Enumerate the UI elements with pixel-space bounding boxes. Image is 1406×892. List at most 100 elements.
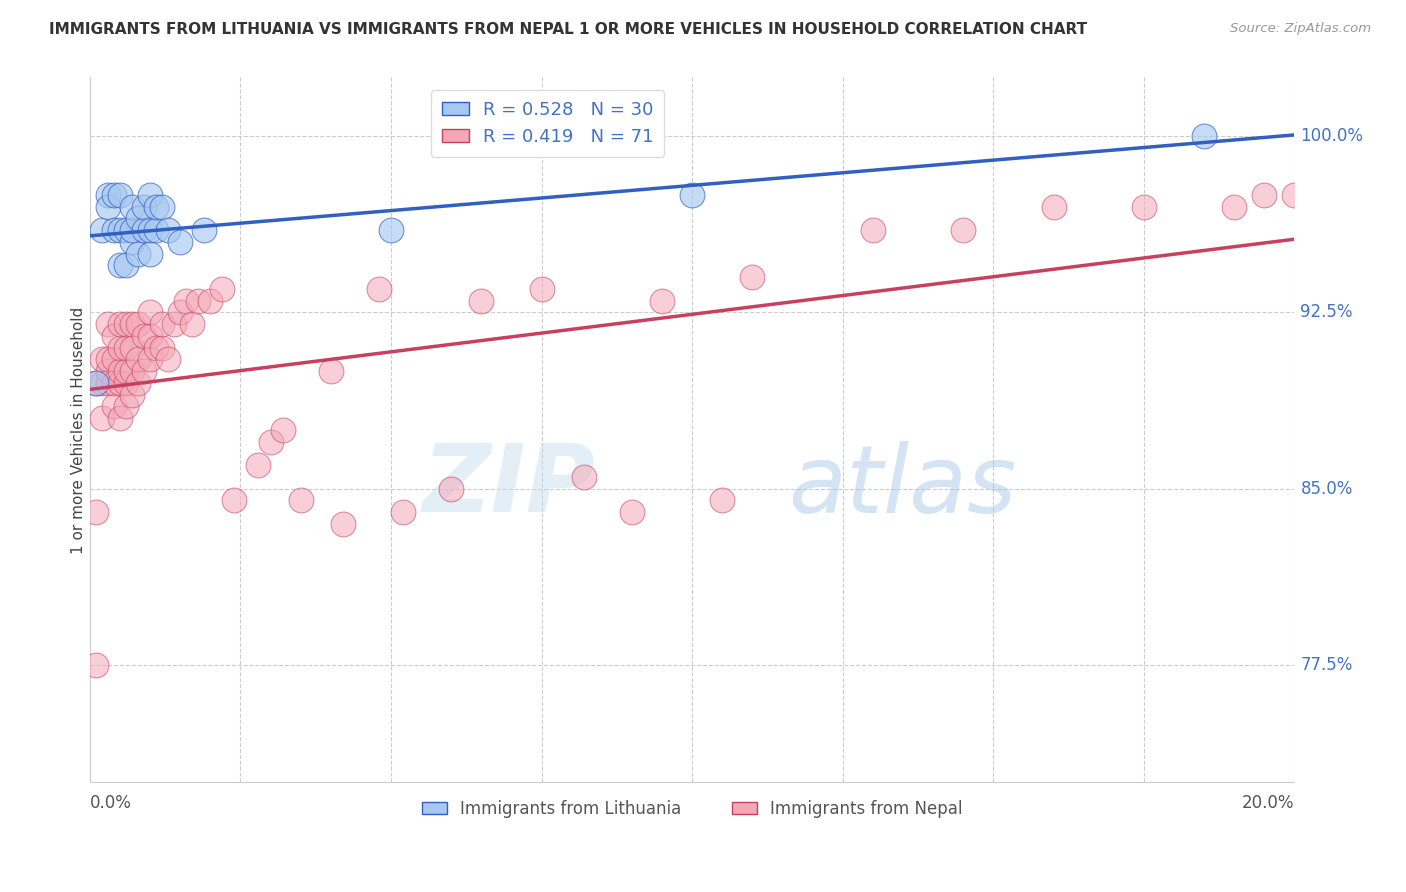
Point [187,293,209,308]
Point [121,317,143,331]
Point [127,352,149,367]
Point [145,341,167,355]
Point [139,305,162,319]
Point [132,364,155,378]
Point [97,188,120,202]
Point [163,317,186,331]
Point [150,341,173,355]
Point [108,317,131,331]
Point [150,317,173,331]
Point [90,223,112,237]
Point [620,505,643,519]
Point [97,364,120,378]
Point [97,200,120,214]
Point [108,259,131,273]
Point [84,657,107,672]
Point [121,364,143,378]
Point [741,270,763,285]
Point [97,352,120,367]
Point [651,293,673,308]
Point [470,293,492,308]
Point [84,376,107,390]
Point [193,223,215,237]
Point [862,223,884,237]
Point [1253,188,1275,202]
Point [108,376,131,390]
Point [1133,200,1156,214]
Point [90,376,112,390]
Point [84,505,107,519]
Point [103,352,125,367]
Point [103,400,125,414]
Point [90,352,112,367]
Point [952,223,974,237]
Point [150,200,173,214]
Point [127,376,149,390]
Point [1284,188,1306,202]
Point [132,200,155,214]
Point [121,341,143,355]
Point [115,400,138,414]
Text: 85.0%: 85.0% [1301,480,1353,498]
Point [139,223,162,237]
Point [271,423,294,437]
Point [127,317,149,331]
Point [1192,129,1215,144]
Point [139,352,162,367]
Point [319,364,342,378]
Point [290,493,312,508]
Text: atlas: atlas [789,441,1017,532]
Point [368,282,391,296]
Point [259,434,281,449]
Point [108,188,131,202]
Point [121,235,143,249]
Point [115,317,138,331]
Text: 77.5%: 77.5% [1301,656,1353,673]
Point [121,223,143,237]
Point [681,188,703,202]
Text: 100.0%: 100.0% [1301,128,1364,145]
Text: Source: ZipAtlas.com: Source: ZipAtlas.com [1230,22,1371,36]
Legend: Immigrants from Lithuania, Immigrants from Nepal: Immigrants from Lithuania, Immigrants fr… [415,794,969,825]
Point [157,223,180,237]
Point [169,305,191,319]
Point [115,341,138,355]
Point [121,200,143,214]
Point [97,376,120,390]
Text: 0.0%: 0.0% [90,794,132,812]
Point [157,352,180,367]
Point [84,376,107,390]
Point [247,458,270,472]
Point [224,493,246,508]
Text: ZIP: ZIP [423,441,596,533]
Point [103,223,125,237]
Text: 92.5%: 92.5% [1301,303,1353,321]
Point [139,246,162,260]
Point [440,482,463,496]
Point [711,493,734,508]
Point [97,317,120,331]
Point [103,376,125,390]
Point [121,387,143,401]
Point [1223,200,1246,214]
Point [115,376,138,390]
Point [211,282,233,296]
Point [169,235,191,249]
Point [530,282,553,296]
Point [1042,200,1064,214]
Point [145,223,167,237]
Point [174,293,197,308]
Point [108,364,131,378]
Point [139,329,162,343]
Point [200,293,222,308]
Point [108,341,131,355]
Point [108,223,131,237]
Point [392,505,415,519]
Point [127,246,149,260]
Point [108,411,131,425]
Point [139,188,162,202]
Point [181,317,204,331]
Y-axis label: 1 or more Vehicles in Household: 1 or more Vehicles in Household [72,306,86,554]
Point [380,223,402,237]
Point [572,470,595,484]
